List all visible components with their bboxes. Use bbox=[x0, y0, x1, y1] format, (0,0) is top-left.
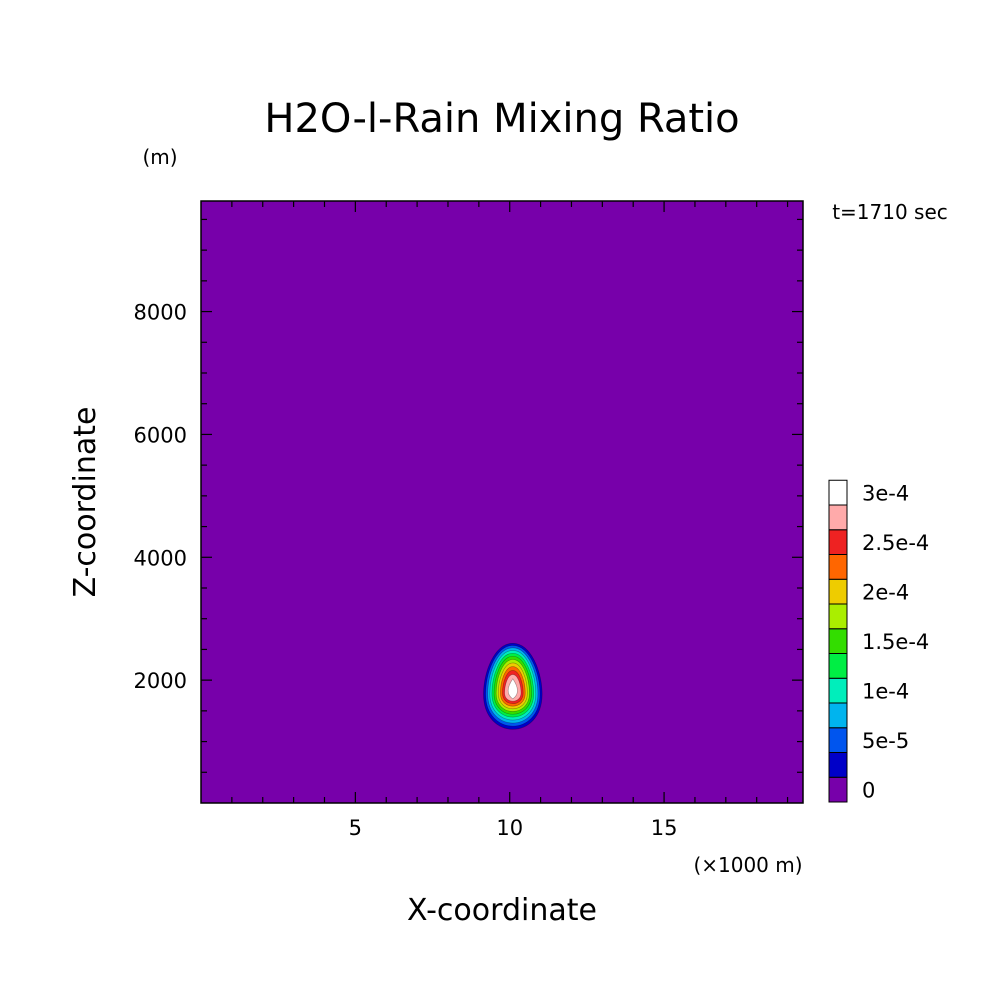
x-tick-labels: 5 10 15 bbox=[349, 816, 678, 840]
y-tick-label: 2000 bbox=[134, 669, 187, 693]
colorbar-swatch bbox=[828, 554, 848, 580]
colorbar-swatch bbox=[828, 677, 848, 704]
colorbar-swatch bbox=[828, 776, 848, 803]
colorbar bbox=[828, 479, 848, 803]
x-tick-label: 5 bbox=[349, 816, 362, 840]
colorbar-label: 3e-4 bbox=[862, 482, 909, 506]
x-tick-label: 15 bbox=[651, 816, 678, 840]
colorbar-label: 1e-4 bbox=[862, 680, 909, 704]
x-tick-label: 10 bbox=[496, 816, 523, 840]
y-axis-label: Z-coordinate bbox=[68, 407, 103, 598]
colorbar-swatch bbox=[828, 752, 848, 778]
axis-ticks bbox=[201, 201, 803, 803]
colorbar-label: 0 bbox=[862, 779, 875, 803]
colorbar-label: 1.5e-4 bbox=[862, 630, 929, 654]
plot-area bbox=[200, 200, 804, 804]
colorbar-swatch bbox=[828, 603, 848, 630]
x-axis-label: X-coordinate bbox=[407, 893, 597, 928]
colorbar-labels: 0 5e-5 1e-4 1.5e-4 2e-4 2.5e-4 3e-4 bbox=[862, 482, 929, 803]
rain-cell-contours bbox=[483, 642, 543, 730]
plot-frame bbox=[200, 200, 804, 804]
colorbar-swatch bbox=[828, 727, 848, 753]
y-tick-label: 4000 bbox=[134, 546, 187, 570]
colorbar-swatch bbox=[828, 628, 848, 654]
colorbar-label: 2.5e-4 bbox=[862, 531, 929, 555]
x-unit-label: (×1000 m) bbox=[693, 853, 802, 877]
colorbar-swatch bbox=[828, 578, 848, 605]
y-tick-label: 8000 bbox=[134, 301, 187, 325]
y-tick-label: 6000 bbox=[134, 423, 187, 447]
time-label: t=1710 sec bbox=[832, 200, 948, 224]
colorbar-swatch bbox=[828, 702, 848, 729]
y-tick-labels: 2000 4000 6000 8000 bbox=[134, 301, 187, 694]
colorbar-swatch bbox=[828, 504, 848, 531]
contour-level-12 bbox=[507, 678, 518, 700]
colorbar-swatch bbox=[828, 653, 848, 679]
colorbar-label: 5e-5 bbox=[862, 729, 909, 753]
colorbar-swatch bbox=[828, 479, 848, 506]
y-unit-label: (m) bbox=[142, 145, 177, 169]
colorbar-label: 2e-4 bbox=[862, 581, 909, 605]
colorbar-swatch bbox=[828, 529, 848, 555]
chart-title: H2O-l-Rain Mixing Ratio bbox=[264, 96, 739, 142]
